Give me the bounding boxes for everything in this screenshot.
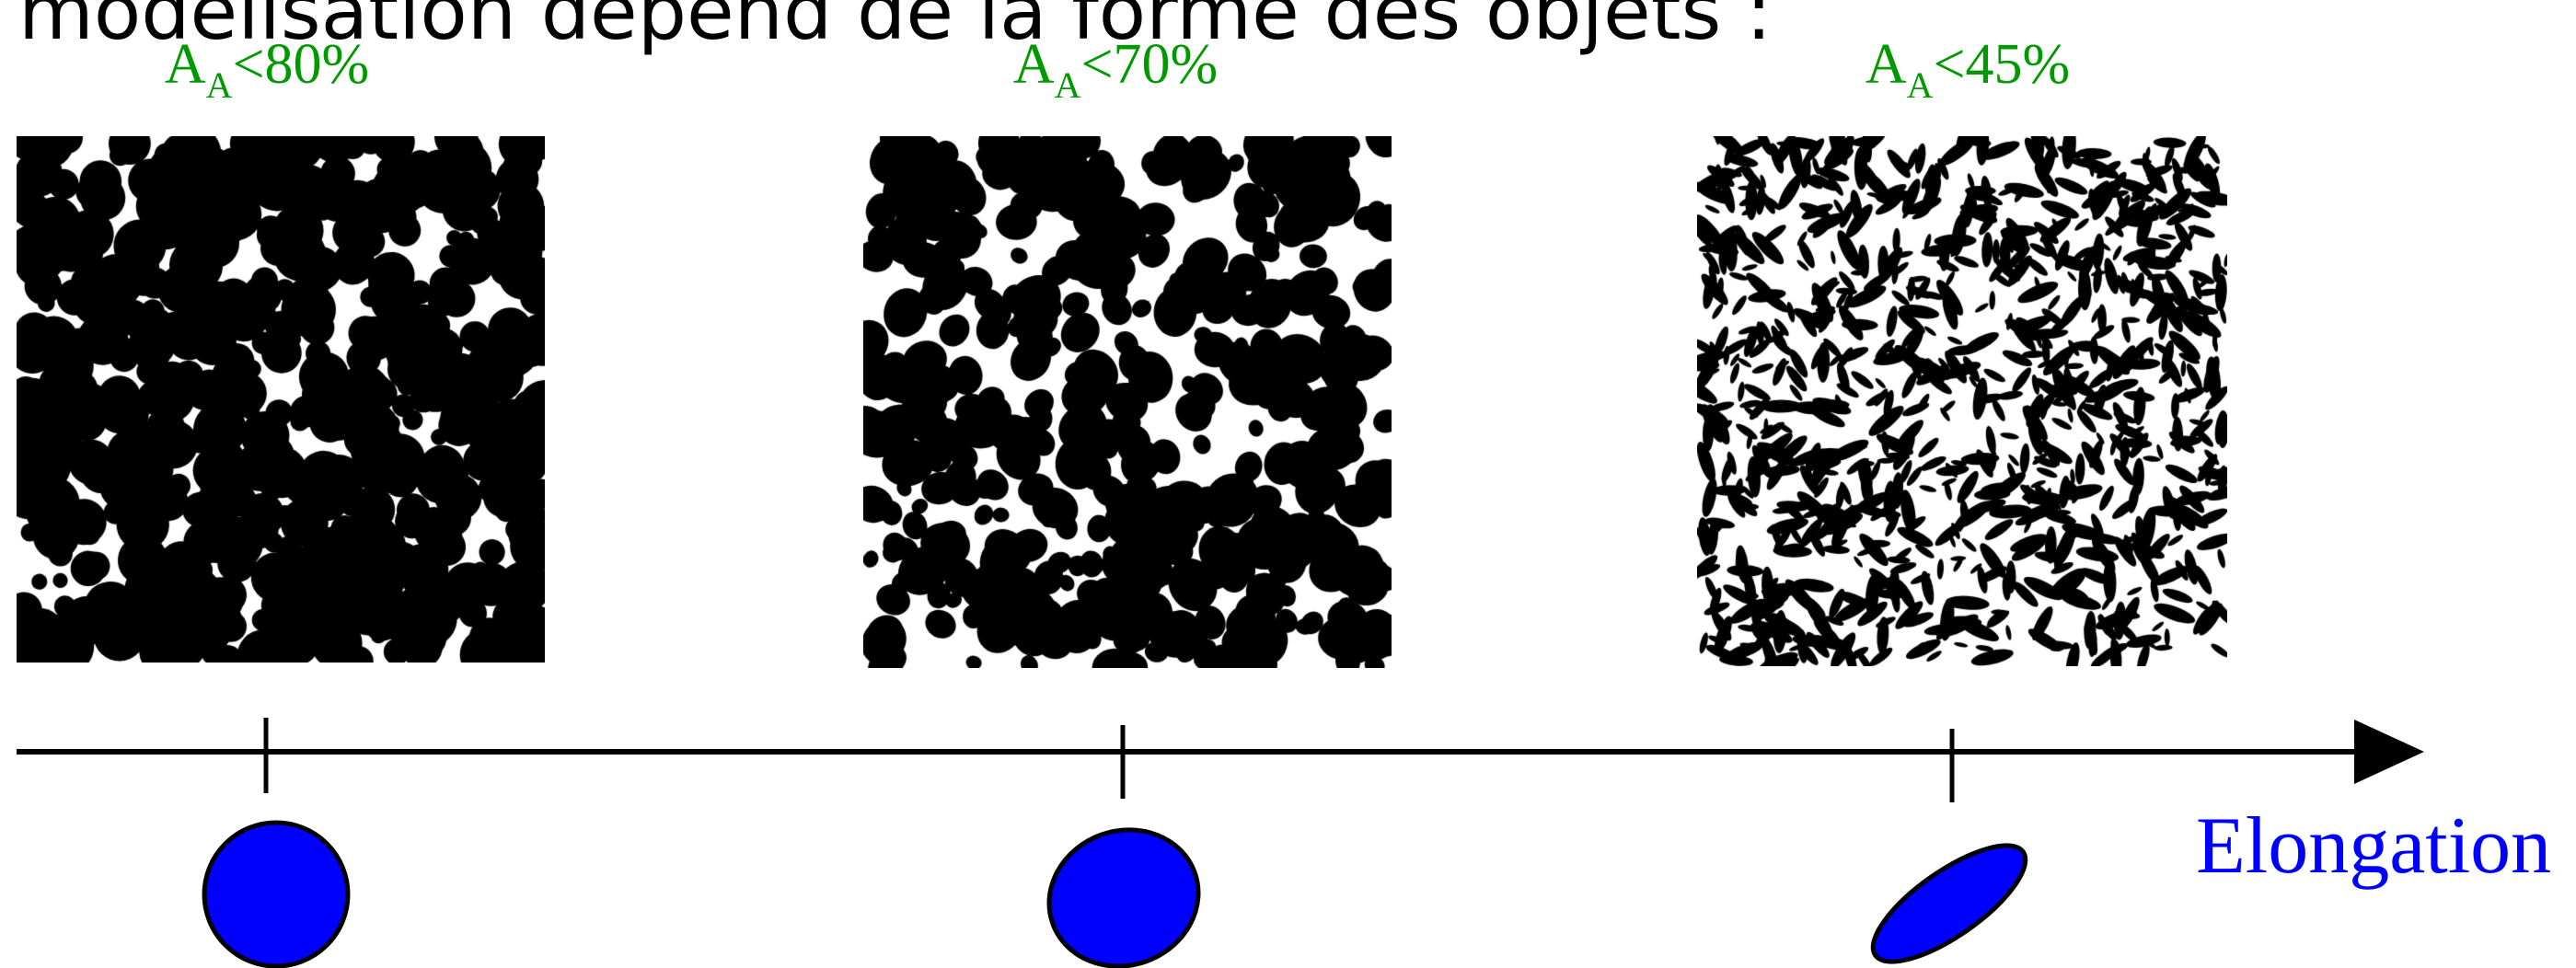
area-fraction-symbol: A bbox=[164, 33, 206, 96]
boolean-model-texture-1 bbox=[17, 136, 545, 663]
area-fraction-label-3: AA<45% bbox=[1802, 29, 2133, 106]
particle-shape-3 bbox=[1870, 843, 2028, 964]
area-fraction-symbol: A bbox=[1012, 33, 1055, 96]
heading-main: modélisation dépend de la forme des obje… bbox=[18, 0, 1722, 57]
area-fraction-symbol: A bbox=[1865, 33, 1907, 96]
area-fraction-label-2: AA<70% bbox=[950, 29, 1281, 106]
elongation-axis-arrowhead bbox=[2354, 720, 2424, 784]
area-fraction-label-1: AA<80% bbox=[101, 29, 433, 106]
boolean-model-texture-3 bbox=[1697, 136, 2227, 666]
heading-trailing: : bbox=[1721, 0, 1773, 57]
area-fraction-subscript: A bbox=[1906, 64, 1934, 106]
particle-shape-1 bbox=[202, 820, 351, 968]
area-fraction-relation: <70% bbox=[1080, 33, 1219, 96]
elongation-axis-label: Elongation bbox=[2196, 801, 2552, 891]
area-fraction-subscript: A bbox=[1054, 64, 1081, 106]
area-fraction-subscript: A bbox=[205, 64, 233, 106]
boolean-model-texture-2 bbox=[863, 136, 1392, 668]
area-fraction-relation: <80% bbox=[232, 33, 370, 96]
area-fraction-relation: <45% bbox=[1933, 33, 2071, 96]
particle-shape-2 bbox=[1046, 827, 1201, 968]
heading-text: modélisation dépend de la forme des obje… bbox=[18, 0, 1772, 58]
